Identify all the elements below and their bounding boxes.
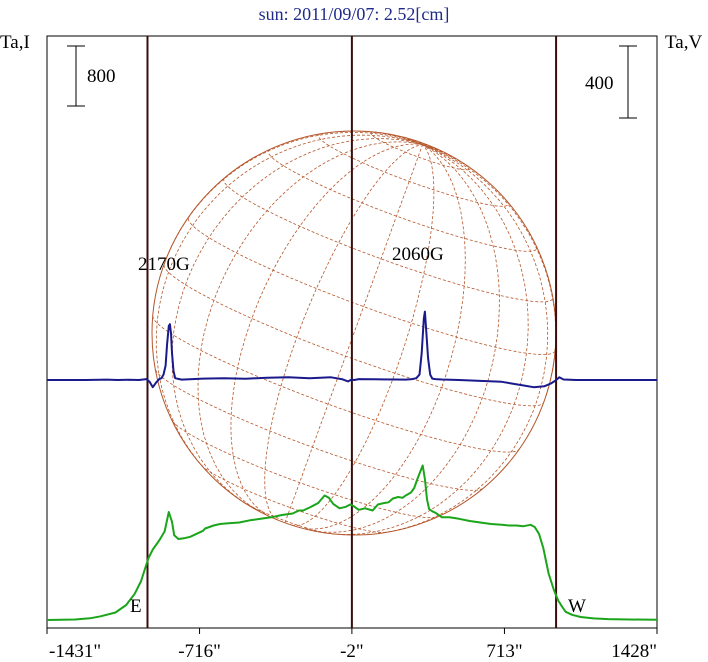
latitude-line xyxy=(267,149,538,252)
longitude-line xyxy=(422,144,493,186)
longitude-line xyxy=(284,144,423,523)
left-axis-label: Ta,I xyxy=(0,32,30,53)
latitude-line xyxy=(223,178,554,303)
longitude-line xyxy=(332,144,529,535)
right-axis-label: Ta,V xyxy=(665,32,702,53)
longitude-line xyxy=(305,144,466,530)
longitude-line xyxy=(422,144,437,149)
latitude-line xyxy=(152,315,520,453)
annotation-2170g: 2170G xyxy=(138,254,190,275)
latitude-line xyxy=(201,465,386,534)
right-scale-bar-label: 400 xyxy=(585,73,614,94)
circular-polarization-series-line xyxy=(47,310,657,389)
chart-title: sun: 2011/09/07: 2.52[cm] xyxy=(259,4,450,24)
longitude-line xyxy=(197,141,423,511)
west-limb-label: W xyxy=(568,596,586,617)
series-layer xyxy=(46,310,658,621)
solar-disk-grid xyxy=(151,130,557,536)
longitude-line xyxy=(291,144,435,527)
right-scale-bar xyxy=(619,45,637,119)
latitude-line xyxy=(370,131,470,171)
x-tick-label: 1428" xyxy=(611,641,657,662)
longitude-line xyxy=(155,134,423,472)
longitude-line xyxy=(166,131,423,258)
longitude-line xyxy=(171,138,423,502)
limb-lines xyxy=(146,36,558,628)
x-tick-label: -716" xyxy=(178,641,221,662)
longitude-line xyxy=(378,144,549,534)
intensity-series-line xyxy=(46,464,658,621)
x-tick-label: 713" xyxy=(486,641,522,662)
longitude-line xyxy=(313,144,500,533)
annotation-2060g: 2060G xyxy=(392,244,444,265)
latitude-line xyxy=(187,218,555,356)
left-scale-bar xyxy=(67,45,85,107)
left-scale-bar-label: 800 xyxy=(87,66,116,87)
x-tick-label: -1431" xyxy=(49,641,101,662)
latitude-line xyxy=(155,369,483,491)
x-tick-label: -2" xyxy=(340,641,364,662)
longitude-line xyxy=(422,144,457,160)
longitude-line xyxy=(230,143,423,515)
latitude-line xyxy=(317,133,509,207)
x-axis-ticks: -1431" -716" -2" 713" 1428" xyxy=(46,628,658,662)
longitude-line xyxy=(264,144,423,521)
east-limb-label: E xyxy=(130,596,142,617)
